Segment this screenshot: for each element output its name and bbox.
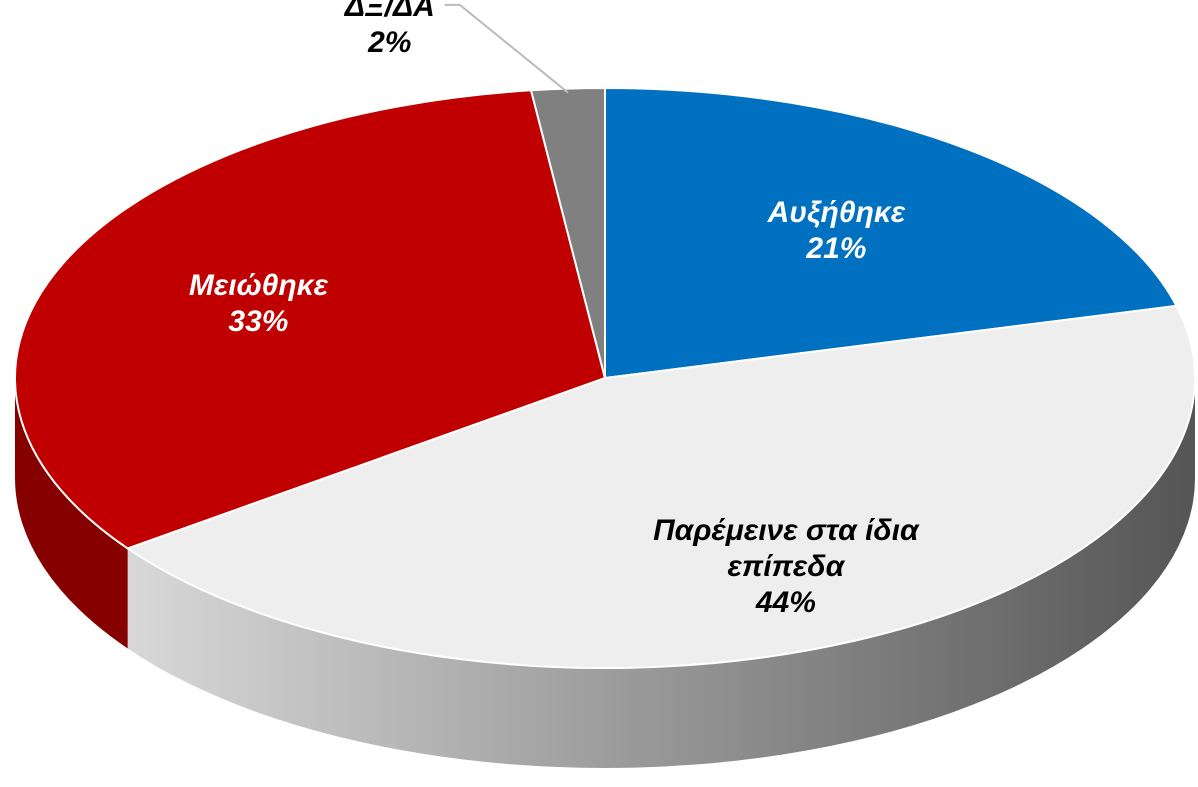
slice-name: ΔΞ/ΔΑ [344, 0, 435, 23]
pie-slice [604, 86, 1179, 380]
pie-slice [125, 304, 1196, 669]
slice-label: Παρέμεινε στα ίδια επίπεδα 44% [646, 513, 926, 621]
slice-label: Μειώθηκε 33% [189, 268, 328, 340]
slice-value: 33% [228, 305, 289, 339]
slice-label: Αυξήθηκε 21% [768, 195, 906, 267]
slice-value: 2% [368, 25, 412, 59]
leader-line [444, 3, 569, 94]
pie-side [15, 378, 128, 649]
slice-name: Παρέμεινε στα ίδια επίπεδα [653, 513, 919, 583]
slice-label: ΔΞ/ΔΑ 2% [345, 0, 435, 61]
pie-side [127, 378, 1196, 768]
slice-name: Μειώθηκε [188, 269, 329, 303]
slice-value: 21% [806, 232, 867, 266]
slice-name: Αυξήθηκε [767, 196, 906, 230]
pie-slice [529, 86, 606, 379]
slice-value: 44% [755, 585, 816, 619]
pie-slice [14, 89, 607, 550]
